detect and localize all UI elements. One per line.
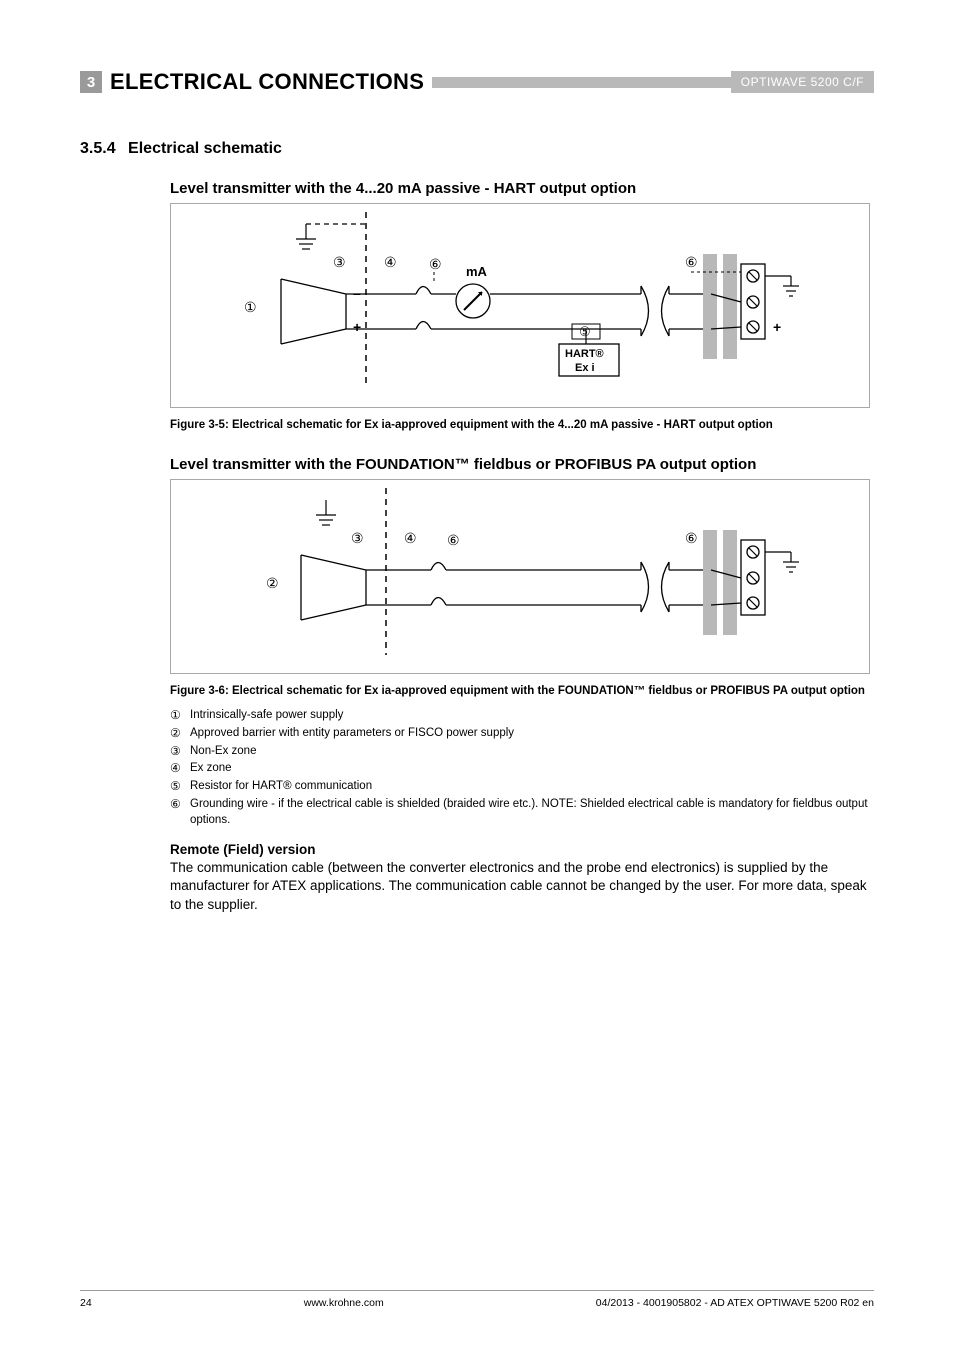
page-header: 3 ELECTRICAL CONNECTIONS OPTIWAVE 5200 C… bbox=[80, 68, 874, 96]
callout-5: ⑤ bbox=[579, 324, 591, 339]
footer-url: www.krohne.com bbox=[304, 1297, 384, 1309]
legend-item: ⑤Resistor for HART® communication bbox=[170, 778, 870, 795]
figure1-caption: Figure 3-5: Electrical schematic for Ex … bbox=[170, 418, 870, 434]
svg-text:+: + bbox=[773, 319, 781, 335]
figure1-title: Level transmitter with the 4...20 mA pas… bbox=[170, 180, 874, 197]
section-heading: 3.5.4 Electrical schematic bbox=[80, 140, 874, 158]
label-mA: mA bbox=[466, 264, 488, 279]
header-divider: OPTIWAVE 5200 C/F bbox=[432, 71, 874, 93]
page-number: 24 bbox=[80, 1297, 92, 1309]
callout-2: ② bbox=[266, 575, 279, 591]
callout-4: ④ bbox=[384, 254, 397, 270]
legend-item: ①Intrinsically-safe power supply bbox=[170, 707, 870, 724]
callout-6c: ⑥ bbox=[447, 532, 460, 548]
callout-1: ① bbox=[244, 299, 257, 315]
callout-6d: ⑥ bbox=[685, 530, 698, 546]
callout-6: ⑥ bbox=[429, 256, 442, 272]
figure1-schematic: ③ ④ ⑥ ① ⑤ ⑥ – + mA bbox=[171, 204, 869, 407]
figure2-schematic: ③ ④ ⑥ ② ⑥ bbox=[171, 480, 869, 673]
remote-title: Remote (Field) version bbox=[170, 842, 874, 857]
section-number: 3.5.4 bbox=[80, 140, 116, 158]
legend-item: ④Ex zone bbox=[170, 760, 870, 777]
callout-3b: ③ bbox=[351, 530, 364, 546]
svg-text:+: + bbox=[353, 319, 361, 335]
figure2-title: Level transmitter with the FOUNDATION™ f… bbox=[170, 456, 874, 473]
page-footer: 24 www.krohne.com 04/2013 - 4001905802 -… bbox=[80, 1290, 874, 1309]
label-hart: HART® bbox=[565, 348, 604, 360]
remote-body: The communication cable (between the con… bbox=[170, 859, 870, 914]
legend-item: ②Approved barrier with entity parameters… bbox=[170, 725, 870, 742]
label-exi: Ex i bbox=[575, 362, 595, 374]
figure2-box: ③ ④ ⑥ ② ⑥ bbox=[170, 479, 870, 674]
content-area: 3.5.4 Electrical schematic Level transmi… bbox=[80, 140, 874, 914]
callout-3: ③ bbox=[333, 254, 346, 270]
footer-doc: 04/2013 - 4001905802 - AD ATEX OPTIWAVE … bbox=[596, 1297, 874, 1309]
callout-4b: ④ bbox=[404, 530, 417, 546]
legend-list: ①Intrinsically-safe power supply ②Approv… bbox=[170, 707, 870, 828]
page: 3 ELECTRICAL CONNECTIONS OPTIWAVE 5200 C… bbox=[0, 0, 954, 1351]
chapter-title: ELECTRICAL CONNECTIONS bbox=[110, 69, 424, 95]
callout-6b: ⑥ bbox=[685, 254, 698, 270]
section-title: Electrical schematic bbox=[128, 140, 282, 158]
product-label: OPTIWAVE 5200 C/F bbox=[731, 71, 874, 93]
figure1-box: ③ ④ ⑥ ① ⑤ ⑥ – + mA bbox=[170, 203, 870, 408]
svg-text:–: – bbox=[353, 285, 361, 301]
figure2-caption: Figure 3-6: Electrical schematic for Ex … bbox=[170, 684, 870, 700]
chapter-number-box: 3 bbox=[80, 71, 102, 93]
legend-item: ③Non-Ex zone bbox=[170, 743, 870, 760]
legend-item: ⑥Grounding wire - if the electrical cabl… bbox=[170, 796, 870, 828]
